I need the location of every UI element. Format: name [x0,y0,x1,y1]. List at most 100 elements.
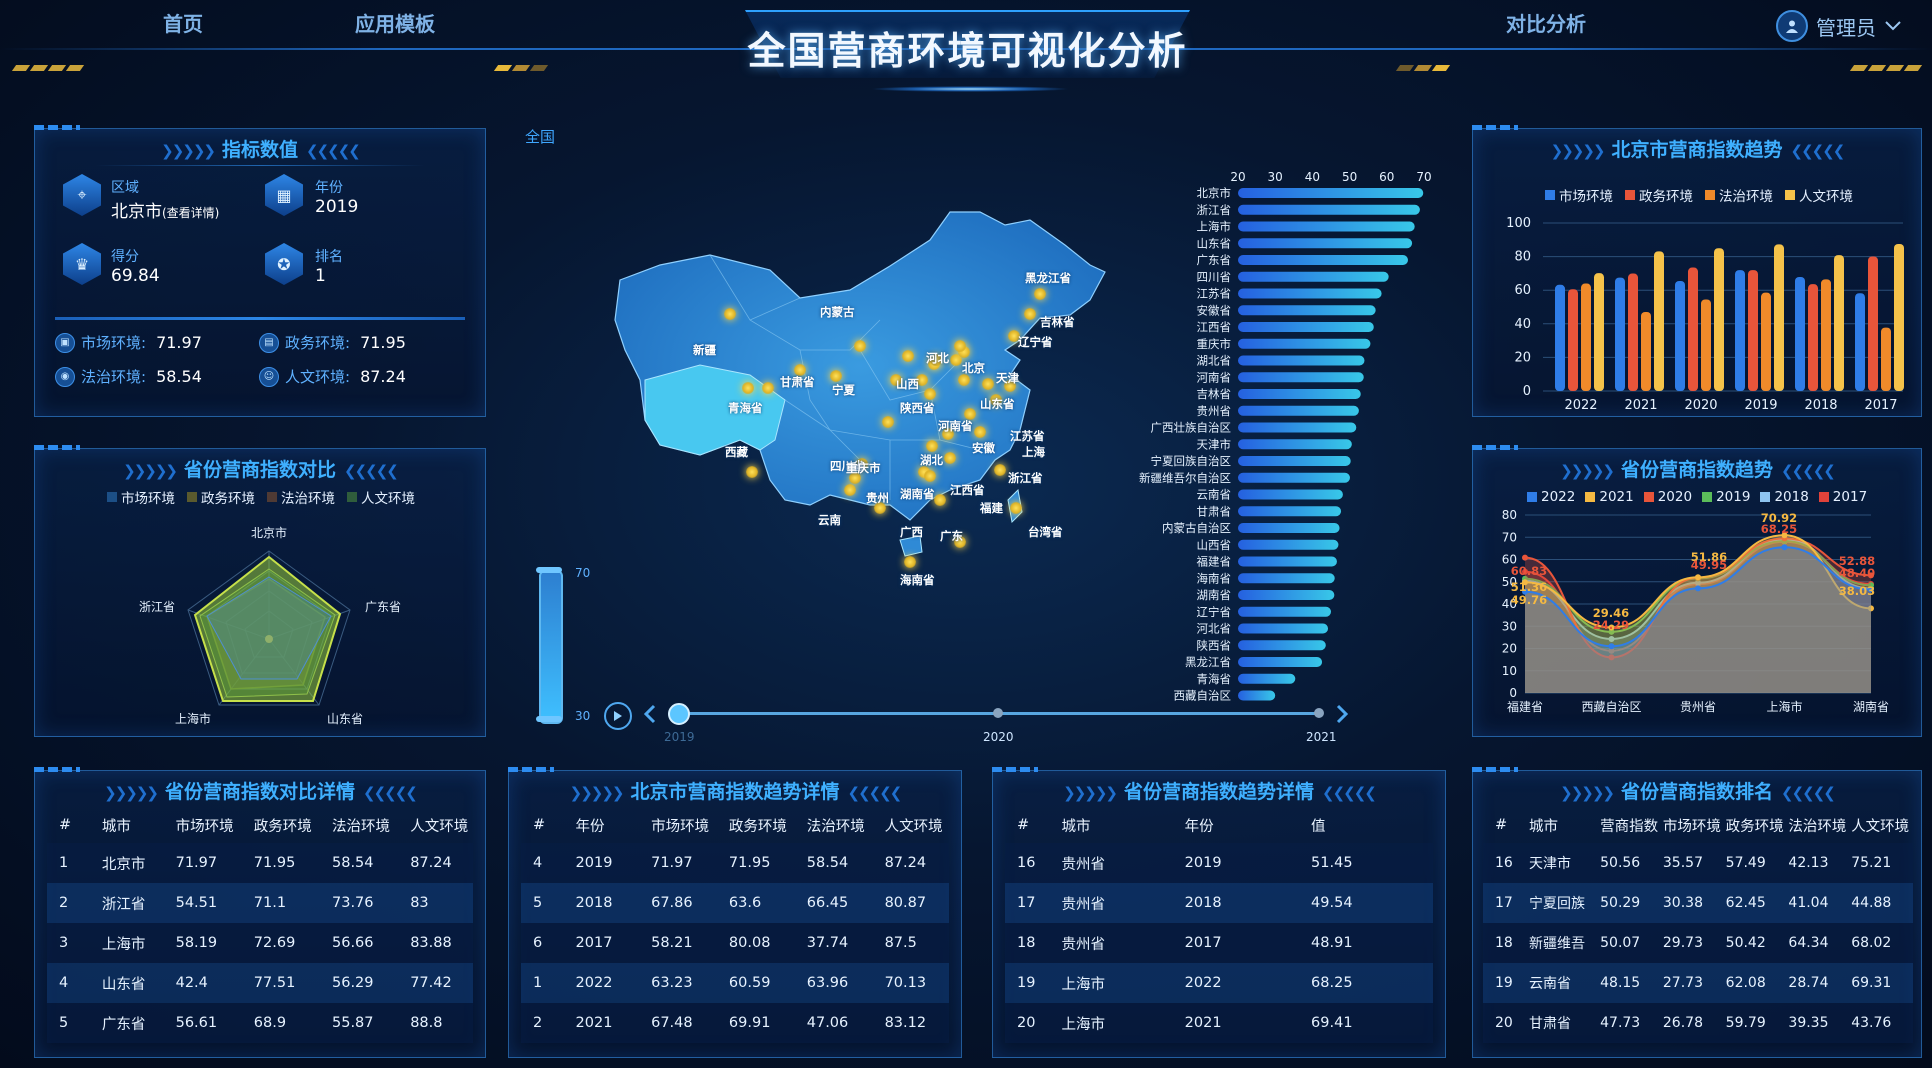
bar-人文环境[interactable] [1834,255,1844,391]
rank-bar[interactable] [1238,204,1420,215]
rank-bar[interactable] [1238,188,1424,198]
point-2021[interactable] [1868,605,1874,612]
rank-bar[interactable] [1238,255,1409,265]
bar-法治环境[interactable] [1881,327,1891,391]
map-data-point[interactable] [924,470,936,482]
map-data-point[interactable] [890,374,902,386]
table-row[interactable]: 2 浙江省 54.51 71.1 73.76 83 [47,883,473,923]
point-2021[interactable] [1781,532,1788,539]
map-data-point[interactable] [904,556,916,568]
rank-bar[interactable] [1238,389,1361,399]
table-row[interactable]: 20 甘肃省 47.73 26.78 59.79 39.35 43.76 [1483,1003,1913,1043]
bar-政务环境[interactable] [1568,289,1578,391]
rank-bar[interactable] [1238,305,1376,316]
province-trend-legend[interactable]: 2022 2021 2020 2019 2018 2017 [1527,489,1867,505]
map-province-label[interactable]: 上海 [1022,445,1045,459]
legend-culture[interactable]: 人文环境 [347,487,415,507]
bar-市场环境[interactable] [1615,277,1625,391]
map-province-label[interactable]: 辽宁省 [1018,335,1053,349]
rank-bar[interactable] [1238,606,1331,617]
table-row[interactable]: 3 上海市 58.19 72.69 56.66 83.88 [47,923,473,963]
map-province-label[interactable]: 山东省 [980,397,1015,411]
table-row[interactable]: 18 新疆维吾 50.07 29.73 50.42 64.34 68.02 [1483,923,1913,963]
legend-gov[interactable]: 政务环境 [1625,185,1693,205]
bar-法治环境[interactable] [1701,299,1711,391]
map-province-label[interactable]: 陕西省 [900,401,935,415]
bar-人文环境[interactable] [1654,251,1664,391]
point-2020[interactable] [1868,572,1874,579]
point-2021[interactable] [1608,624,1615,631]
table-row[interactable]: 16 天津市 50.56 35.57 57.49 42.13 75.21 [1483,843,1913,883]
point-2019[interactable] [1868,582,1874,589]
map-province-label[interactable]: 重庆市 [846,461,881,475]
map-province-label[interactable]: 西藏 [725,445,748,459]
bar-市场环境[interactable] [1555,284,1565,391]
table-row[interactable]: 20 上海市 2021 69.41 [1005,1003,1433,1043]
user-menu[interactable]: 管理员 [1776,10,1902,42]
rank-bar[interactable] [1238,355,1365,366]
point-2022[interactable] [1608,643,1615,650]
bar-人文环境[interactable] [1894,244,1904,391]
map-data-point[interactable] [874,502,886,514]
play-button[interactable] [604,702,632,730]
rank-bar[interactable] [1238,288,1382,299]
map-data-point[interactable] [930,354,942,366]
map-data-point[interactable] [934,494,946,506]
table-row[interactable]: 17 贵州省 2018 49.54 [1005,883,1433,923]
map-province-label[interactable]: 江苏省 [1010,429,1045,443]
bar-市场环境[interactable] [1855,293,1865,391]
map-province-label[interactable]: 吉林省 [1040,315,1075,329]
timeline-thumb[interactable] [668,703,690,725]
point-2021[interactable] [1695,574,1701,581]
map-province-label[interactable]: 海南省 [900,573,935,587]
rank-bar[interactable] [1238,657,1323,667]
bar-法治环境[interactable] [1641,311,1651,391]
map-province-label[interactable]: 山西 [896,377,919,391]
point-2022[interactable] [1522,588,1528,595]
map-data-point[interactable] [916,374,928,386]
legend-law[interactable]: 法治环境 [267,487,335,507]
map-data-point[interactable] [1034,288,1046,300]
legend-law[interactable]: 法治环境 [1705,185,1773,205]
region-detail-link[interactable]: (查看详情) [162,206,220,220]
table-row[interactable]: 2 2021 67.48 69.91 47.06 83.12 [521,1003,949,1043]
map-data-point[interactable] [982,378,994,390]
point-2017[interactable] [1522,568,1528,575]
rank-bar[interactable] [1238,556,1337,567]
legend-2017[interactable]: 2017 [1818,489,1867,505]
timeline-label[interactable]: 2021 [1306,730,1337,744]
map-province-label[interactable]: 福建 [980,501,1003,515]
rank-bar[interactable] [1238,623,1329,634]
legend-culture[interactable]: 人文环境 [1785,185,1853,205]
map-data-point[interactable] [958,374,970,386]
timeline-next-icon[interactable] [1332,704,1352,724]
table-row[interactable]: 17 宁夏回族 50.29 30.38 62.45 41.04 44.88 [1483,883,1913,923]
map-province-label[interactable]: 青海省 [728,401,763,415]
bar-政务环境[interactable] [1808,284,1818,391]
map-province-label[interactable]: 广西 [900,525,923,539]
table-row[interactable]: 19 云南省 48.15 27.73 62.08 28.74 69.31 [1483,963,1913,1003]
map-data-point[interactable] [994,464,1006,476]
bar-人文环境[interactable] [1594,273,1604,391]
visualmap-handle-bottom[interactable] [536,716,562,722]
timeline-point[interactable] [993,708,1003,718]
map-data-point[interactable] [762,382,774,394]
map-data-point[interactable] [944,452,956,464]
map-province-label[interactable]: 内蒙古 [820,305,855,319]
rank-bar[interactable] [1238,539,1339,550]
map-province-label[interactable]: 四川省 [830,459,865,473]
map-data-point[interactable] [830,370,842,382]
rank-bar[interactable] [1238,439,1352,450]
map-data-point[interactable] [942,428,954,440]
map-province-label[interactable]: 新疆 [693,343,716,357]
bar-人文环境[interactable] [1774,244,1784,391]
rank-bar[interactable] [1238,690,1276,701]
nav-home[interactable]: 首页 [163,12,203,36]
map-data-point[interactable] [882,416,894,428]
map-province-label[interactable]: 天津 [996,371,1019,385]
map-data-point[interactable] [954,536,966,548]
map-province-label[interactable]: 江西省 [950,483,985,497]
map-province-label[interactable]: 湖南省 [900,487,935,501]
table-row[interactable]: 1 北京市 71.97 71.95 58.54 87.24 [47,843,473,883]
bar-市场环境[interactable] [1735,270,1745,391]
